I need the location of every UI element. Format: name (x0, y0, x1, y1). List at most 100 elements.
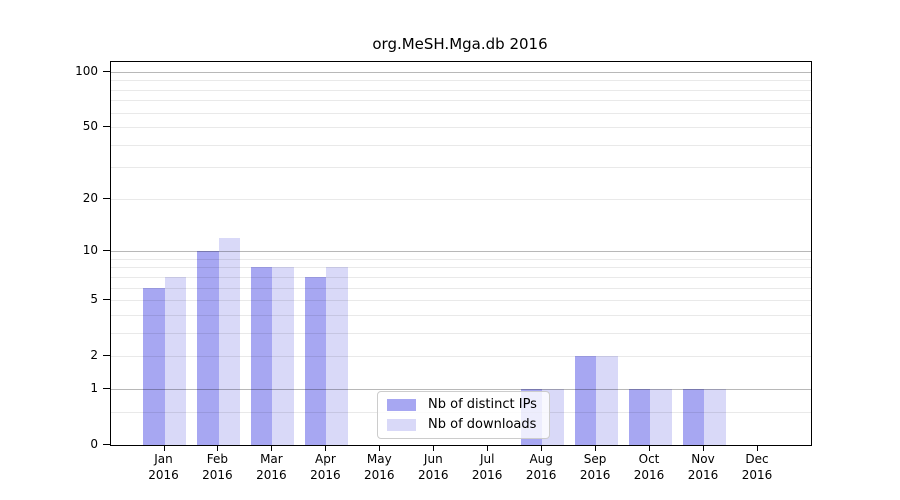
gridline-40 (111, 144, 811, 146)
y-tick-mark-5 (103, 299, 110, 301)
x-tick-label-jun: Jun 2016 (403, 451, 463, 483)
y-tick-label-50: 50 (82, 119, 98, 133)
x-tick-label-jul: Jul 2016 (457, 451, 517, 483)
legend-item-downloads: Nb of downloads (387, 418, 537, 432)
bar-ips-oct (628, 388, 650, 445)
x-tick-label-nov: Nov 2016 (673, 451, 733, 483)
x-tick-mark-apr (325, 445, 327, 451)
bar-downloads-oct (650, 388, 672, 445)
x-tick-month: Dec (745, 452, 769, 466)
gridline-20 (111, 198, 811, 200)
bar-downloads-feb (218, 237, 240, 445)
legend-swatch-distinct-ips (387, 399, 416, 411)
bar-downloads-apr (326, 267, 348, 445)
x-tick-month: Aug (529, 452, 553, 466)
x-tick-year: 2016 (471, 468, 503, 482)
bar-ips-mar (250, 267, 273, 445)
gridline-6 (111, 287, 811, 289)
x-tick-month: Nov (691, 452, 715, 466)
bar-downloads-sep (596, 356, 618, 445)
bar-downloads-nov (704, 388, 726, 445)
x-tick-mark-oct (649, 445, 650, 451)
y-tick-label-0: 0 (90, 437, 98, 451)
y-tick-mark-100 (103, 70, 110, 72)
x-tick-year: 2016 (633, 468, 665, 482)
gridline-50 (111, 127, 811, 128)
gridline-4 (111, 314, 811, 316)
bar-downloads-jan (164, 276, 186, 445)
y-tick-mark-1 (103, 387, 110, 389)
x-tick-year: 2016 (310, 468, 341, 482)
x-tick-label-dec: Dec 2016 (727, 451, 787, 483)
bar-ips-feb (197, 251, 219, 445)
legend-item-distinct-ips: Nb of distinct IPs (387, 398, 537, 412)
gridline-7 (111, 276, 811, 278)
x-tick-month: Apr (315, 452, 336, 466)
bar-ips-nov (682, 388, 704, 445)
bar-ips-apr (304, 276, 327, 445)
x-tick-mark-nov (703, 445, 704, 451)
x-tick-month: Jul (479, 452, 495, 466)
x-tick-mark-jan (163, 445, 165, 451)
gridline-100 (111, 71, 811, 73)
x-tick-year: 2016 (364, 468, 395, 482)
x-tick-label-oct: Oct 2016 (619, 451, 679, 483)
y-tick-label-100: 100 (75, 63, 98, 78)
x-tick-mark-jun (433, 445, 435, 451)
x-tick-year: 2016 (202, 468, 233, 482)
gridline-90 (111, 80, 811, 82)
x-tick-year: 2016 (687, 468, 719, 482)
y-tick-label-5: 5 (90, 292, 98, 307)
gridline-8 (111, 267, 811, 269)
x-tick-month: Jun (423, 452, 443, 466)
x-tick-mark-sep (595, 445, 597, 451)
y-tick-mark-50 (103, 126, 110, 127)
gridline-80 (111, 89, 811, 91)
x-tick-month: May (366, 452, 392, 466)
legend: Nb of distinct IPs Nb of downloads (377, 391, 550, 439)
gridline-1 (111, 388, 811, 390)
gridline-60 (111, 112, 811, 114)
x-tick-label-jan: Jan 2016 (134, 451, 194, 483)
x-tick-year: 2016 (256, 468, 287, 482)
x-tick-label-feb: Feb 2016 (187, 451, 247, 483)
legend-swatch-downloads (387, 419, 416, 431)
x-tick-label-may: May 2016 (349, 451, 409, 483)
gridline-2 (111, 356, 811, 358)
x-tick-year: 2016 (741, 468, 773, 482)
y-tick-label-10: 10 (82, 243, 98, 258)
legend-label-downloads: Nb of downloads (428, 417, 537, 432)
y-tick-mark-0 (103, 444, 110, 445)
x-tick-label-apr: Apr 2016 (295, 451, 355, 483)
x-tick-year: 2016 (525, 468, 557, 482)
gridline-9 (111, 258, 811, 260)
x-tick-mark-feb (217, 445, 219, 451)
plot-area (110, 61, 812, 446)
gridline-5 (111, 300, 811, 302)
bar-ips-sep (574, 356, 597, 445)
x-tick-label-mar: Mar 2016 (241, 451, 301, 483)
gridline-3 (111, 332, 811, 334)
x-tick-month: Mar (260, 452, 283, 466)
y-tick-mark-2 (103, 355, 110, 357)
x-tick-mark-dec (757, 445, 758, 451)
x-tick-month: Oct (638, 452, 660, 466)
y-tick-mark-10 (103, 250, 110, 252)
x-tick-mark-aug (541, 445, 543, 451)
bar-downloads-mar (272, 267, 294, 445)
x-tick-month: Sep (583, 452, 607, 466)
x-tick-label-aug: Aug 2016 (511, 451, 571, 483)
x-tick-year: 2016 (418, 468, 449, 482)
gridline-10 (111, 251, 811, 253)
gridline-70 (111, 100, 811, 102)
x-tick-year: 2016 (148, 468, 179, 482)
x-tick-month: Feb (206, 452, 229, 466)
y-tick-label-2: 2 (90, 348, 98, 363)
x-tick-month: Jan (154, 452, 173, 466)
y-tick-label-20: 20 (82, 190, 98, 205)
gridline-30 (111, 167, 811, 169)
y-tick-label-1: 1 (90, 380, 98, 395)
x-tick-label-sep: Sep 2016 (565, 451, 625, 483)
x-tick-mark-may (379, 445, 381, 451)
